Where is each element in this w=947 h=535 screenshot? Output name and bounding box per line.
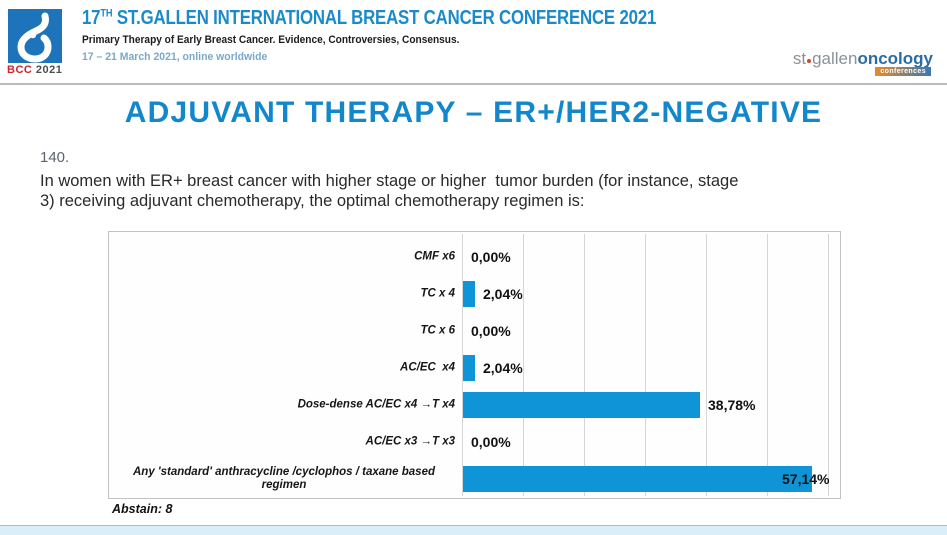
conference-title-rest: ST.GALLEN INTERNATIONAL BREAST CANCER CO… [112,7,657,29]
bcc-logo [8,9,62,63]
question-block: 140. In women with ER+ breast cancer wit… [40,149,920,212]
bcc-year: 2021 [35,64,63,76]
category-label: AC/EC x4 [400,360,455,373]
stgallen-logo-gallen: gallen [812,49,858,68]
gridline [767,234,768,496]
category-label: Any 'standard' anthracycline /cyclophos … [132,465,439,491]
gridline [645,234,646,496]
bar-chart: CMF x6 0,00% TC x 4 2,04% TC x 6 0,00% AC/EC x… [108,231,841,499]
conference-subtitle: Primary Therapy of Early Breast Cancer. … [82,34,460,46]
chart-row: AC/EC x3 →T x3 0,00% [109,423,838,460]
bcc-logo-caption: BCC 2021 [7,64,62,76]
value-label: 38,78% [708,396,756,413]
value-label: 0,00% [471,433,511,450]
category-label: CMF x6 [414,249,455,262]
conference-title: 17TH ST.GALLEN INTERNATIONAL BREAST CANC… [82,7,656,30]
bar [463,280,475,307]
conference-dates: 17 – 21 March 2021, online worldwide [82,51,268,63]
bar [463,354,475,381]
conference-header: 17TH ST.GALLEN INTERNATIONAL BREAST CANC… [82,7,766,63]
bar [463,391,700,418]
chart-row: Any 'standard' anthracycline /cyclophos … [109,460,838,497]
bcc-text: BCC [7,64,33,76]
bottom-strip [0,525,947,535]
value-label: 0,00% [471,322,511,339]
stgallen-oncology-logo: st gallenoncology [793,49,933,69]
stgallen-logo-st: st [792,49,807,68]
gridline [462,234,463,496]
conference-title-number: 17 [82,7,101,29]
category-label: TC x 4 [420,286,455,299]
chart-row: CMF x6 0,00% [109,238,838,275]
bar [463,465,812,492]
category-label: Dose-dense AC/EC x4 →T x4 [297,397,455,410]
conference-title-ordinal: TH [100,7,113,20]
chart-row: TC x 4 2,04% [109,275,838,312]
stgallen-logo-oncology: oncology [857,49,933,68]
value-label: 2,04% [483,359,523,376]
chart-row: Dose-dense AC/EC x4 →T x4 38,78% [109,386,838,423]
stgallen-logo-dot-icon [807,59,812,63]
value-label: 2,04% [483,285,523,302]
gridline [523,234,524,496]
chart-row: TC x 6 0,00% [109,312,838,349]
question-text-line2: 3) receiving adjuvant chemotherapy, the … [40,192,585,211]
question-text-line1: In women with ER+ breast cancer with hig… [40,172,739,190]
category-label: TC x 6 [420,323,455,336]
question-number: 140. [40,149,70,166]
gridline [584,234,585,496]
gridline [828,234,829,496]
page-title: ADJUVANT THERAPY – ER+/HER2-NEGATIVE [124,96,823,129]
category-label: AC/EC x3 →T x3 [365,434,455,447]
abstain-note: Abstain: 8 [112,502,173,516]
gridline [706,234,707,496]
header-divider [0,83,947,85]
chart-row: AC/EC x4 2,04% [109,349,838,386]
value-label: 0,00% [471,248,511,265]
stgallen-logo-conferences-badge: conferences [875,67,931,76]
value-label: 57,14% [782,470,830,487]
bcc-logo-droplet-icon [17,12,52,63]
